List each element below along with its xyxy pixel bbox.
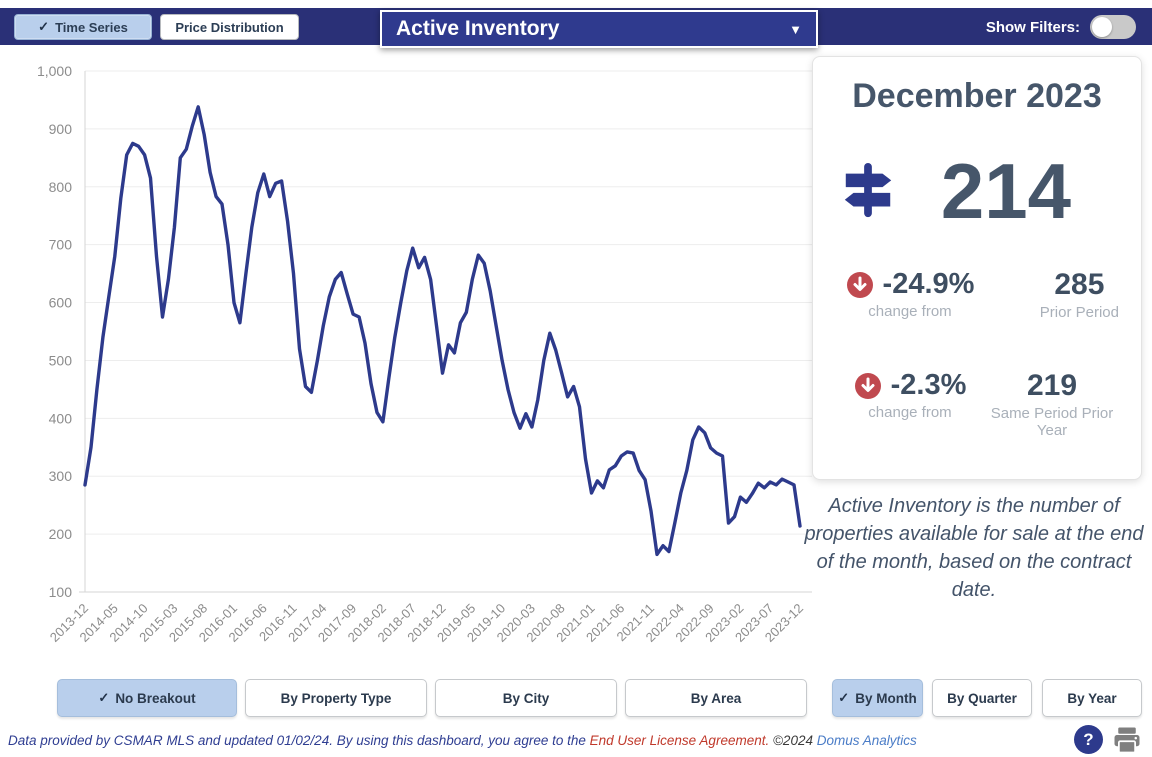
breakout-button-no-breakout[interactable]: ✓ No Breakout [57, 679, 237, 717]
period-button-by-year[interactable]: By Year [1042, 679, 1142, 717]
button-label: By Year [1067, 690, 1117, 706]
pct-change-caption: change from [868, 404, 952, 421]
prior-period-caption: Prior Period [1039, 304, 1119, 321]
breakout-button-by-city[interactable]: By City [435, 679, 617, 717]
inventory-line [83, 105, 802, 557]
period-button-by-month[interactable]: ✓ By Month [832, 679, 923, 717]
check-icon: ✓ [38, 19, 50, 34]
question-icon: ? [1083, 729, 1094, 749]
show-filters-toggle[interactable] [1090, 15, 1136, 39]
stat-row-prior-period: -24.9% change from 285 Prior Period [813, 268, 1141, 321]
tab-price-distribution[interactable]: Price Distribution [160, 14, 299, 40]
signpost-icon [844, 162, 892, 218]
pct-change-caption: change from [868, 303, 952, 320]
footer-disclaimer: Data provided by CSMAR MLS and updated 0… [8, 733, 917, 748]
timeseries-chart: 1,0009008007006005004003002001002013-122… [37, 63, 812, 645]
y-axis-tick-label: 700 [49, 237, 73, 253]
tab-time-series[interactable]: ✓ Time Series [14, 14, 152, 40]
y-axis-tick-label: 400 [49, 410, 73, 426]
button-label: By Property Type [280, 690, 392, 706]
y-axis-tick-label: 200 [49, 526, 73, 542]
metric-dropdown[interactable]: Active Inventory ▼ [380, 10, 818, 48]
button-label: By City [502, 690, 550, 706]
summary-period-title: December 2023 [852, 77, 1102, 115]
stat-row-prior-year: -2.3% change from 219 Same Period Prior … [813, 369, 1141, 439]
pct-change-prior-period: -24.9% [882, 268, 975, 300]
check-icon: ✓ [838, 690, 850, 705]
button-label: By Quarter [947, 690, 1017, 706]
metric-dropdown-value: Active Inventory [396, 17, 560, 40]
y-axis-tick-label: 800 [49, 179, 73, 195]
period-button-by-quarter[interactable]: By Quarter [932, 679, 1032, 717]
breakout-button-by-area[interactable]: By Area [625, 679, 807, 717]
summary-card: December 2023 214 -24.9% change from 285 [812, 56, 1142, 480]
y-axis-tick-label: 500 [49, 352, 73, 368]
eula-link[interactable]: End User License Agreement. [589, 733, 770, 748]
check-icon: ✓ [98, 690, 110, 705]
current-value: 214 [940, 147, 1072, 235]
toggle-knob [1092, 17, 1112, 37]
breakout-button-by-property-type[interactable]: By Property Type [245, 679, 427, 717]
tab-price-distribution-label: Price Distribution [175, 19, 284, 35]
y-axis-tick-label: 1,000 [37, 63, 72, 79]
prior-period-value: 285 [1054, 268, 1105, 301]
pct-change-prior-year: -2.3% [890, 369, 967, 401]
chevron-down-icon: ▼ [789, 21, 802, 37]
down-arrow-circle-icon [854, 372, 881, 399]
print-button[interactable] [1112, 725, 1142, 755]
metric-description: Active Inventory is the number of proper… [804, 495, 1144, 601]
footer-text: Data provided by CSMAR MLS and updated 0… [8, 733, 590, 748]
tab-time-series-label: Time Series [55, 19, 128, 35]
brand-link[interactable]: Domus Analytics [816, 733, 917, 748]
button-label: By Area [690, 690, 742, 706]
y-axis-tick-label: 100 [49, 584, 73, 600]
prior-year-value: 219 [1026, 369, 1078, 402]
copyright-text: ©2024 [772, 733, 817, 748]
top-toolbar: ✓ Time Series Price Distribution Active … [0, 8, 1152, 48]
help-button[interactable]: ? [1074, 725, 1103, 754]
button-label: By Month [855, 690, 917, 706]
down-arrow-circle-icon [846, 271, 873, 298]
y-axis-tick-label: 900 [49, 121, 73, 137]
y-axis-tick-label: 600 [49, 295, 73, 311]
y-axis-tick-label: 300 [49, 468, 73, 484]
button-label: No Breakout [115, 690, 196, 706]
show-filters-control: Show Filters: [986, 15, 1136, 39]
show-filters-label: Show Filters: [985, 18, 1080, 36]
prior-year-caption: Same Period Prior Year [990, 405, 1114, 439]
